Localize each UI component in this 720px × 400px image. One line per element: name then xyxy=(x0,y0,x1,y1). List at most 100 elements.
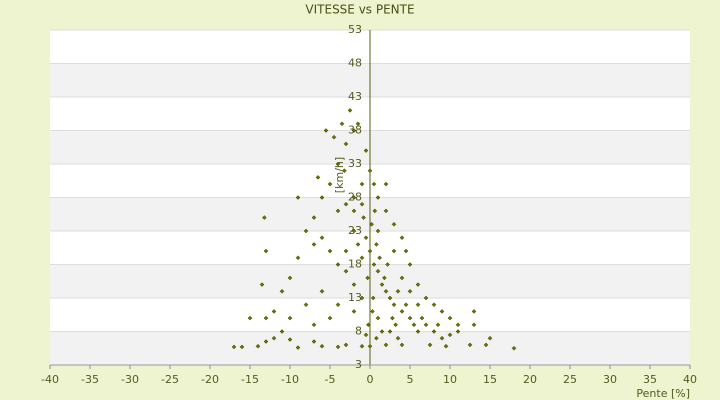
y-tick-label: 33 xyxy=(348,157,362,170)
point xyxy=(319,195,325,200)
point xyxy=(399,235,405,241)
point xyxy=(395,335,401,341)
y-tick-label: 3 xyxy=(355,358,362,371)
point xyxy=(431,329,437,334)
point xyxy=(359,181,365,187)
point xyxy=(391,302,397,308)
chart-title: VITESSE vs PENTE xyxy=(305,3,414,17)
point xyxy=(471,309,477,314)
x-tick-label: 20 xyxy=(523,373,537,386)
point xyxy=(455,322,461,328)
point xyxy=(359,201,365,207)
point xyxy=(335,161,341,167)
point xyxy=(431,302,437,308)
x-tick-label: -15 xyxy=(241,373,259,386)
point xyxy=(367,248,373,254)
point xyxy=(295,345,301,350)
point xyxy=(263,315,269,321)
point xyxy=(383,342,389,348)
x-axis-label: Pente [%] xyxy=(636,387,690,400)
point xyxy=(319,343,325,349)
point xyxy=(319,235,325,241)
point xyxy=(319,288,325,294)
point xyxy=(423,295,429,301)
point xyxy=(279,329,285,334)
point xyxy=(295,195,301,200)
point xyxy=(255,343,261,349)
point xyxy=(375,195,381,200)
point xyxy=(399,342,405,348)
point xyxy=(393,322,398,328)
point xyxy=(355,242,361,247)
point xyxy=(411,322,417,328)
point xyxy=(339,121,345,127)
point xyxy=(415,329,421,334)
point xyxy=(382,275,387,281)
point xyxy=(351,228,357,234)
x-tick-label: 15 xyxy=(483,373,497,386)
point xyxy=(335,262,341,267)
point xyxy=(359,255,365,261)
point xyxy=(379,282,385,287)
x-tick-label: 0 xyxy=(367,373,374,386)
point xyxy=(311,322,317,328)
point xyxy=(383,208,389,214)
point xyxy=(351,208,357,214)
point xyxy=(363,148,369,153)
point xyxy=(383,181,389,187)
point xyxy=(390,315,395,321)
point xyxy=(385,262,390,267)
point xyxy=(403,302,409,308)
point xyxy=(327,315,333,321)
x-tick-label: -25 xyxy=(161,373,179,386)
y-tick-label: 23 xyxy=(348,224,362,237)
y-tick-label: 8 xyxy=(355,325,362,338)
point xyxy=(371,262,377,267)
point xyxy=(279,288,285,294)
point xyxy=(343,268,349,274)
point xyxy=(365,275,370,281)
point xyxy=(407,315,413,321)
point xyxy=(287,337,293,342)
point xyxy=(335,302,341,308)
point xyxy=(311,242,317,247)
x-tick-label: -30 xyxy=(121,373,139,386)
point xyxy=(387,329,393,334)
x-tick-label: 10 xyxy=(443,373,457,386)
y-tick-label: 53 xyxy=(348,23,362,36)
point xyxy=(467,342,473,348)
point xyxy=(342,168,347,174)
point xyxy=(239,344,245,350)
y-tick-label: 43 xyxy=(348,90,362,103)
point xyxy=(399,275,405,281)
point xyxy=(435,322,441,328)
x-tick-label: 25 xyxy=(563,373,577,386)
point xyxy=(363,235,369,241)
point xyxy=(366,322,371,328)
point xyxy=(391,248,397,254)
point xyxy=(371,181,377,187)
point xyxy=(487,335,493,341)
point xyxy=(351,309,357,314)
point xyxy=(231,344,237,350)
point xyxy=(427,342,433,348)
point xyxy=(374,335,379,341)
point xyxy=(343,201,349,207)
point xyxy=(303,228,309,234)
point xyxy=(351,282,357,287)
x-tick-label: 35 xyxy=(643,373,657,386)
point xyxy=(439,309,445,314)
point xyxy=(263,248,269,254)
point xyxy=(419,315,425,321)
point xyxy=(271,309,277,314)
point xyxy=(375,228,381,234)
point xyxy=(327,181,333,187)
point xyxy=(403,248,409,254)
point xyxy=(447,332,453,338)
point xyxy=(407,262,413,267)
point xyxy=(327,248,333,254)
point xyxy=(287,275,293,281)
point xyxy=(323,128,329,133)
point xyxy=(343,248,349,254)
